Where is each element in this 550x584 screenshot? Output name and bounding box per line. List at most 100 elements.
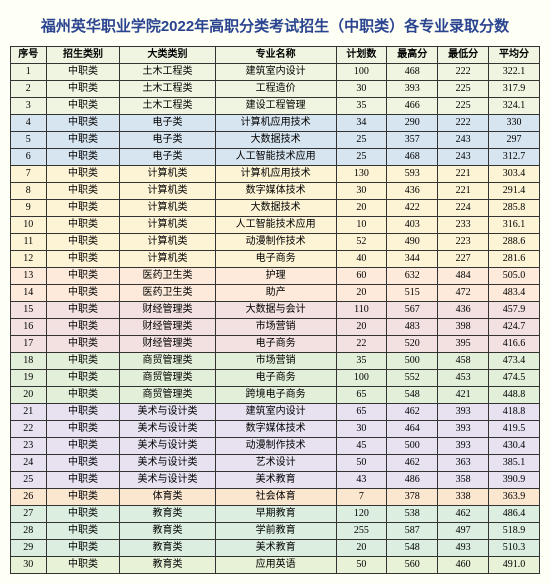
cell: 24: [11, 455, 47, 472]
cell: 390.9: [489, 472, 540, 489]
cell: 493: [438, 540, 489, 557]
table-row: 16中职类财经管理类市场营销20483398424.7: [11, 319, 540, 336]
cell: 462: [438, 506, 489, 523]
cell: 491.0: [489, 557, 540, 574]
cell: 体育类: [120, 489, 215, 506]
cell: 52: [336, 234, 387, 251]
cell: 人工智能技术应用: [215, 149, 336, 166]
cell: 教育类: [120, 540, 215, 557]
cell: 130: [336, 166, 387, 183]
cell: 商贸管理类: [120, 387, 215, 404]
cell: 468: [387, 149, 438, 166]
cell: 中职类: [46, 183, 120, 200]
cell: 中职类: [46, 285, 120, 302]
cell: 中职类: [46, 438, 120, 455]
cell: 中职类: [46, 353, 120, 370]
table-row: 3中职类土木工程类建设工程管理35466225324.1: [11, 98, 540, 115]
cell: 12: [11, 251, 47, 268]
table-row: 20中职类商贸管理类跨境电子商务65548421448.8: [11, 387, 540, 404]
cell: 学前教育: [215, 523, 336, 540]
table-row: 21中职类美术与设计类建筑室内设计65462393418.8: [11, 404, 540, 421]
cell: 520: [387, 336, 438, 353]
cell: 285.8: [489, 200, 540, 217]
cell: 中职类: [46, 149, 120, 166]
cell: 教育类: [120, 506, 215, 523]
table-row: 5中职类电子类大数据技术25357243297: [11, 132, 540, 149]
cell: 416.6: [489, 336, 540, 353]
cell: 510.3: [489, 540, 540, 557]
cell: 338: [438, 489, 489, 506]
cell: 10: [336, 217, 387, 234]
cell: 28: [11, 523, 47, 540]
table-row: 11中职类计算机类动漫制作技术52490223288.6: [11, 234, 540, 251]
cell: 社会体育: [215, 489, 336, 506]
cell: 288.6: [489, 234, 540, 251]
cell: 223: [438, 234, 489, 251]
cell: 312.7: [489, 149, 540, 166]
table-row: 29中职类教育类美术教育20548493510.3: [11, 540, 540, 557]
cell: 30: [336, 183, 387, 200]
cell: 227: [438, 251, 489, 268]
cell: 25: [336, 149, 387, 166]
cell: 316.1: [489, 217, 540, 234]
cell: 电子类: [120, 115, 215, 132]
cell: 中职类: [46, 455, 120, 472]
cell: 120: [336, 506, 387, 523]
col-header: 序号: [11, 47, 47, 64]
cell: 460: [438, 557, 489, 574]
cell: 26: [11, 489, 47, 506]
cell: 6: [11, 149, 47, 166]
cell: 7: [336, 489, 387, 506]
cell: 中职类: [46, 268, 120, 285]
cell: 计算机应用技术: [215, 115, 336, 132]
cell: 跨境电子商务: [215, 387, 336, 404]
cell: 224: [438, 200, 489, 217]
cell: 243: [438, 149, 489, 166]
cell: 35: [336, 353, 387, 370]
cell: 65: [336, 387, 387, 404]
cell: 美术与设计类: [120, 404, 215, 421]
cell: 中职类: [46, 217, 120, 234]
cell: 13: [11, 268, 47, 285]
cell: 60: [336, 268, 387, 285]
cell: 计算机类: [120, 166, 215, 183]
cell: 421: [438, 387, 489, 404]
cell: 电子商务: [215, 251, 336, 268]
cell: 市场营销: [215, 353, 336, 370]
cell: 35: [336, 98, 387, 115]
cell: 225: [438, 98, 489, 115]
cell: 电子商务: [215, 336, 336, 353]
cell: 225: [438, 81, 489, 98]
cell: 567: [387, 302, 438, 319]
cell: 医药卫生类: [120, 285, 215, 302]
cell: 436: [387, 183, 438, 200]
table-row: 12中职类计算机类电子商务40344227281.6: [11, 251, 540, 268]
cell: 3: [11, 98, 47, 115]
cell: 动漫制作技术: [215, 234, 336, 251]
cell: 40: [336, 251, 387, 268]
cell: 土木工程类: [120, 98, 215, 115]
cell: 大数据与会计: [215, 302, 336, 319]
cell: 50: [336, 455, 387, 472]
cell: 222: [438, 115, 489, 132]
cell: 19: [11, 370, 47, 387]
cell: 美术与设计类: [120, 455, 215, 472]
cell: 221: [438, 183, 489, 200]
cell: 110: [336, 302, 387, 319]
cell: 中职类: [46, 64, 120, 81]
cell: 255: [336, 523, 387, 540]
cell: 43: [336, 472, 387, 489]
table-row: 23中职类美术与设计类动漫制作技术45500393430.4: [11, 438, 540, 455]
cell: 电子商务: [215, 370, 336, 387]
table-row: 26中职类体育类社会体育7378338363.9: [11, 489, 540, 506]
cell: 中职类: [46, 370, 120, 387]
cell: 458: [438, 353, 489, 370]
table-row: 27中职类教育类早期教育120538462486.4: [11, 506, 540, 523]
cell: 30: [11, 557, 47, 574]
cell: 商贸管理类: [120, 353, 215, 370]
cell: 632: [387, 268, 438, 285]
cell: 动漫制作技术: [215, 438, 336, 455]
cell: 422: [387, 200, 438, 217]
cell: 330: [489, 115, 540, 132]
cell: 100: [336, 64, 387, 81]
